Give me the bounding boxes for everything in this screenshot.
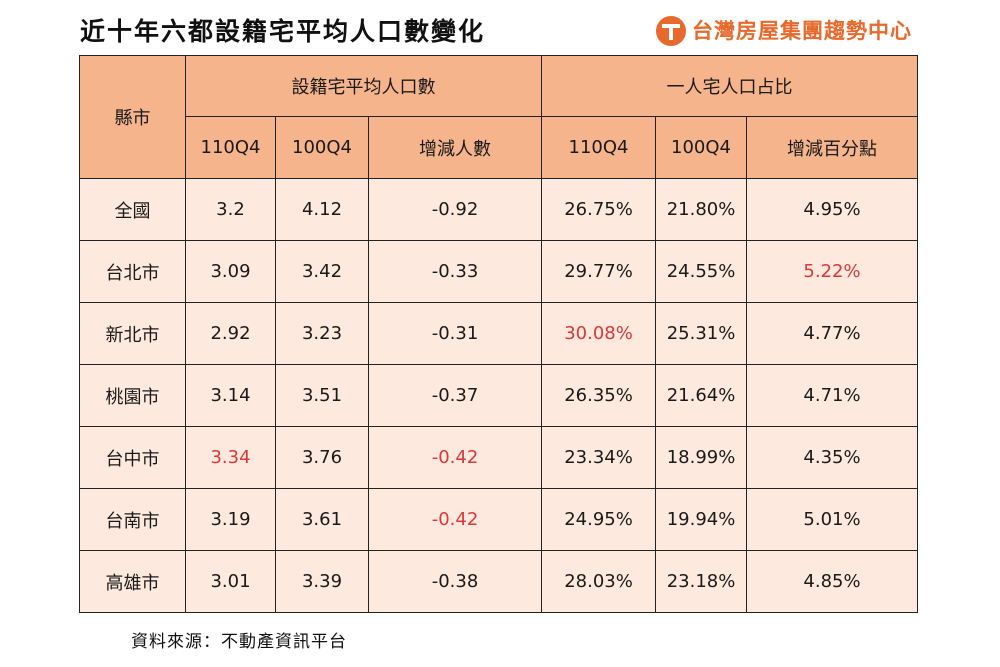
column-header: 增減人數 (367, 116, 543, 179)
page-title: 近十年六都設籍宅平均人口數變化 (80, 17, 486, 46)
value-cell: 18.99% (655, 426, 748, 489)
value-cell: 4.77% (746, 302, 919, 365)
value-cell: 3.19 (185, 488, 276, 551)
city-cell: 台中市 (79, 426, 186, 489)
city-cell: 台北市 (79, 240, 186, 303)
group-header-single-person: 一人宅人口占比 (541, 55, 919, 117)
value-cell: 26.35% (541, 364, 657, 427)
column-header: 110Q4 (541, 116, 657, 179)
city-cell: 新北市 (79, 302, 186, 365)
brand-name: 台灣房屋集團趨勢中心 (692, 19, 912, 43)
value-cell: 30.08% (541, 302, 657, 365)
table-row: 台北市 3.09 3.42 -0.33 29.77% 24.55% 5.22% (79, 240, 919, 303)
city-cell: 台南市 (79, 488, 186, 551)
value-cell: -0.38 (367, 550, 543, 613)
value-cell: -0.31 (367, 302, 543, 365)
table-row: 桃園市 3.14 3.51 -0.37 26.35% 21.64% 4.71% (79, 364, 919, 427)
value-cell: 24.55% (655, 240, 748, 303)
value-cell: 3.51 (275, 364, 369, 427)
value-cell: 2.92 (185, 302, 276, 365)
table-body: 全國 3.2 4.12 -0.92 26.75% 21.80% 4.95% 台北市 3.09 3.… (79, 178, 919, 613)
value-cell: 3.61 (275, 488, 369, 551)
value-cell: 4.71% (746, 364, 919, 427)
value-cell: 4.85% (746, 550, 919, 613)
table-row: 高雄市 3.01 3.39 -0.38 28.03% 23.18% 4.85% (79, 550, 919, 613)
city-cell: 桃園市 (79, 364, 186, 427)
value-cell: 3.34 (185, 426, 276, 489)
value-cell: 21.64% (655, 364, 748, 427)
value-cell: 3.09 (185, 240, 276, 303)
value-cell: 4.95% (746, 178, 919, 241)
table-row: 台中市 3.34 3.76 -0.42 23.34% 18.99% 4.35% (79, 426, 919, 489)
value-cell: 3.42 (275, 240, 369, 303)
value-cell: 28.03% (541, 550, 657, 613)
value-cell: -0.42 (367, 488, 543, 551)
value-cell: 24.95% (541, 488, 657, 551)
column-header: 100Q4 (275, 116, 369, 179)
value-cell: 5.01% (746, 488, 919, 551)
source-note: 資料來源：不動產資訊平台 (131, 632, 347, 652)
value-cell: 3.23 (275, 302, 369, 365)
value-cell: 23.34% (541, 426, 657, 489)
value-cell: 5.22% (746, 240, 919, 303)
value-cell: 4.35% (746, 426, 919, 489)
table-header-row: 縣市 設籍宅平均人口數 一人宅人口占比 (79, 55, 919, 179)
value-cell: 3.01 (185, 550, 276, 613)
population-table: 縣市 設籍宅平均人口數 一人宅人口占比 110Q4 100Q4 增減人數 110… (79, 55, 919, 613)
table-row: 新北市 2.92 3.23 -0.31 30.08% 25.31% 4.77% (79, 302, 919, 365)
column-header: 110Q4 (185, 116, 276, 179)
value-cell: -0.42 (367, 426, 543, 489)
value-cell: 3.39 (275, 550, 369, 613)
table-subheader-row: 110Q4 100Q4 增減人數 110Q4 100Q4 增減百分點 (80, 116, 919, 179)
table-row: 全國 3.2 4.12 -0.92 26.75% 21.80% 4.95% (79, 178, 919, 241)
value-cell: 23.18% (655, 550, 748, 613)
value-cell: -0.33 (367, 240, 543, 303)
value-cell: -0.37 (367, 364, 543, 427)
column-header-city: 縣市 (79, 55, 186, 179)
value-cell: 3.76 (275, 426, 369, 489)
value-cell: -0.92 (367, 178, 543, 241)
brand-logo: 台灣房屋集團趨勢中心 (655, 14, 912, 48)
value-cell: 21.80% (655, 178, 748, 241)
value-cell: 29.77% (541, 240, 657, 303)
group-header-avg-household: 設籍宅平均人口數 (184, 55, 543, 117)
city-cell: 高雄市 (79, 550, 186, 613)
value-cell: 25.31% (655, 302, 748, 365)
value-cell: 19.94% (655, 488, 748, 551)
value-cell: 4.12 (275, 178, 369, 241)
value-cell: 26.75% (541, 178, 657, 241)
table-row: 台南市 3.19 3.61 -0.42 24.95% 19.94% 5.01% (79, 488, 919, 551)
column-header: 100Q4 (655, 116, 748, 179)
value-cell: 3.2 (185, 178, 276, 241)
city-cell: 全國 (79, 178, 186, 241)
brand-logo-icon (656, 16, 686, 46)
column-header: 增減百分點 (746, 116, 919, 179)
value-cell: 3.14 (185, 364, 276, 427)
